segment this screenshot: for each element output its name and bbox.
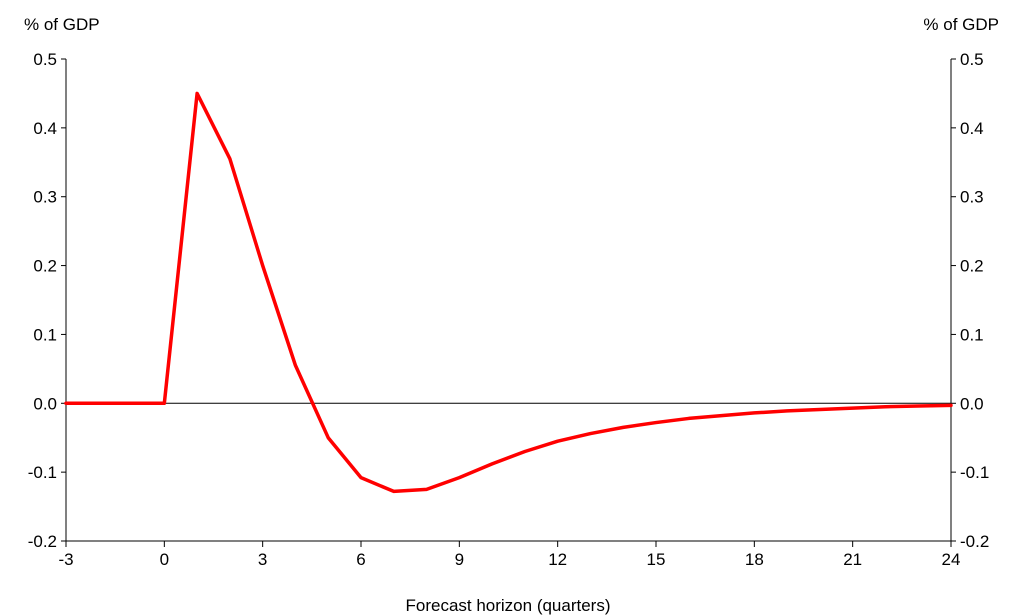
right-y-tick-label: -0.2 — [960, 532, 989, 551]
x-tick-label: 21 — [843, 550, 862, 569]
left-y-tick-label: -0.1 — [28, 463, 57, 482]
x-tick-label: 0 — [160, 550, 169, 569]
x-tick-label: 12 — [548, 550, 567, 569]
left-y-tick-label: 0.1 — [33, 325, 57, 344]
right-y-tick-label: 0.0 — [960, 394, 984, 413]
right-y-tick-label: 0.1 — [960, 325, 984, 344]
left-y-tick-label: 0.0 — [33, 394, 57, 413]
right-y-tick-label: 0.5 — [960, 50, 984, 69]
x-tick-label: 3 — [258, 550, 267, 569]
series-layer — [64, 91, 953, 494]
series-line-1 — [64, 91, 953, 494]
x-tick-label: 18 — [745, 550, 764, 569]
left-y-tick-label: 0.2 — [33, 257, 57, 276]
right-axis-unit-label: % of GDP — [923, 15, 999, 34]
right-y-tick-label: 0.2 — [960, 257, 984, 276]
left-y-tick-label: 0.3 — [33, 188, 57, 207]
ticks-layer: -0.2 -0.2 -0.1 -0.1 0.0 0.0 0.1 0.1 0.2 0.2 0.3 0.3… — [28, 50, 990, 569]
x-tick-label: -3 — [58, 550, 73, 569]
right-y-tick-label: 0.4 — [960, 119, 984, 138]
right-y-tick-label: -0.1 — [960, 463, 989, 482]
x-tick-label: 9 — [455, 550, 464, 569]
left-y-tick-label: 0.5 — [33, 50, 57, 69]
x-axis-title: Forecast horizon (quarters) — [405, 596, 610, 615]
x-tick-label: 6 — [356, 550, 365, 569]
right-y-tick-label: 0.3 — [960, 188, 984, 207]
left-y-tick-label: 0.4 — [33, 119, 57, 138]
left-axis-unit-label: % of GDP — [24, 15, 100, 34]
left-y-tick-label: -0.2 — [28, 532, 57, 551]
x-tick-label: 24 — [942, 550, 961, 569]
x-tick-label: 15 — [647, 550, 666, 569]
axes-layer — [65, 59, 952, 542]
